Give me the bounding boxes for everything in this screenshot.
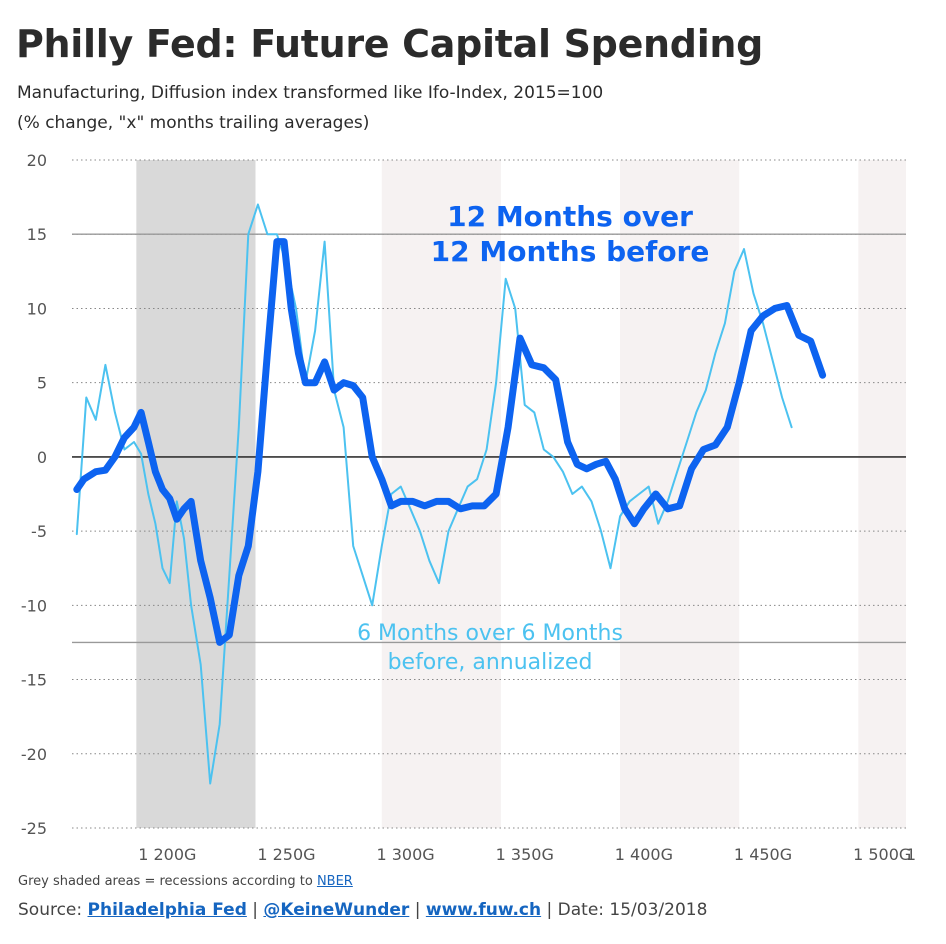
fuw-link[interactable]: www.fuw.ch bbox=[425, 900, 542, 920]
keinewunder-link[interactable]: @KeineWunder bbox=[263, 900, 410, 920]
series-6m-line bbox=[75, 203, 793, 785]
x-tick-label: 1 200G bbox=[138, 845, 196, 864]
alternating-band bbox=[381, 160, 501, 828]
y-tick-label: -10 bbox=[21, 596, 47, 615]
subtitle-line-2: (% change, "x" months trailing averages) bbox=[17, 113, 370, 133]
y-tick-label: -5 bbox=[31, 522, 47, 541]
philadelphia-fed-link[interactable]: Philadelphia Fed bbox=[87, 900, 247, 920]
annotation-12m: 12 Months before bbox=[431, 235, 710, 268]
date-text: | Date: 15/03/2018 bbox=[541, 900, 708, 920]
y-tick-label: -20 bbox=[21, 745, 47, 764]
annotation-6m: 6 Months over 6 Months bbox=[357, 621, 623, 646]
chart-title: Philly Fed: Future Capital Spending bbox=[16, 22, 764, 66]
y-tick-label: 20 bbox=[27, 151, 47, 170]
source-label: Source: bbox=[18, 900, 88, 920]
alternating-band bbox=[858, 160, 906, 828]
chart-subtitle: Manufacturing, Diffusion index transform… bbox=[17, 78, 603, 138]
y-tick-label: 5 bbox=[37, 374, 47, 393]
x-tick-label: 1 250G bbox=[257, 845, 315, 864]
subtitle-line-1: Manufacturing, Diffusion index transform… bbox=[17, 83, 604, 103]
separator: | bbox=[246, 900, 264, 920]
y-tick-label: 15 bbox=[27, 225, 47, 244]
nber-link[interactable]: NBER bbox=[316, 874, 353, 889]
recession-shade bbox=[136, 160, 256, 828]
x-tick-label: 1 350G bbox=[496, 845, 554, 864]
source-line: Source: Philadelphia Fed | @KeineWunder … bbox=[18, 900, 707, 920]
y-tick-label: 0 bbox=[37, 448, 47, 467]
separator: | bbox=[409, 900, 426, 920]
x-tick-label: 1 500G bbox=[853, 845, 911, 864]
annotation-12m: 12 Months over bbox=[447, 200, 693, 233]
line-chart: 20 15 10 5 0 -5 -10 -15 -20 -25 1 200G 1 250G 1 300… bbox=[21, 151, 916, 864]
annotation-6m: before, annualized bbox=[388, 650, 593, 675]
footnote-text: Grey shaded areas = recessions according… bbox=[18, 874, 317, 889]
x-tick-label: 1 300G bbox=[376, 845, 434, 864]
x-tick-label: 1 bbox=[906, 845, 916, 864]
series-12m-line bbox=[73, 238, 827, 646]
y-tick-label: -15 bbox=[21, 671, 47, 690]
x-tick-label: 1 400G bbox=[615, 845, 673, 864]
recession-footnote: Grey shaded areas = recessions according… bbox=[18, 874, 353, 889]
y-tick-label: 10 bbox=[27, 299, 47, 318]
y-tick-label: -25 bbox=[21, 819, 47, 838]
x-tick-label: 1 450G bbox=[734, 845, 792, 864]
